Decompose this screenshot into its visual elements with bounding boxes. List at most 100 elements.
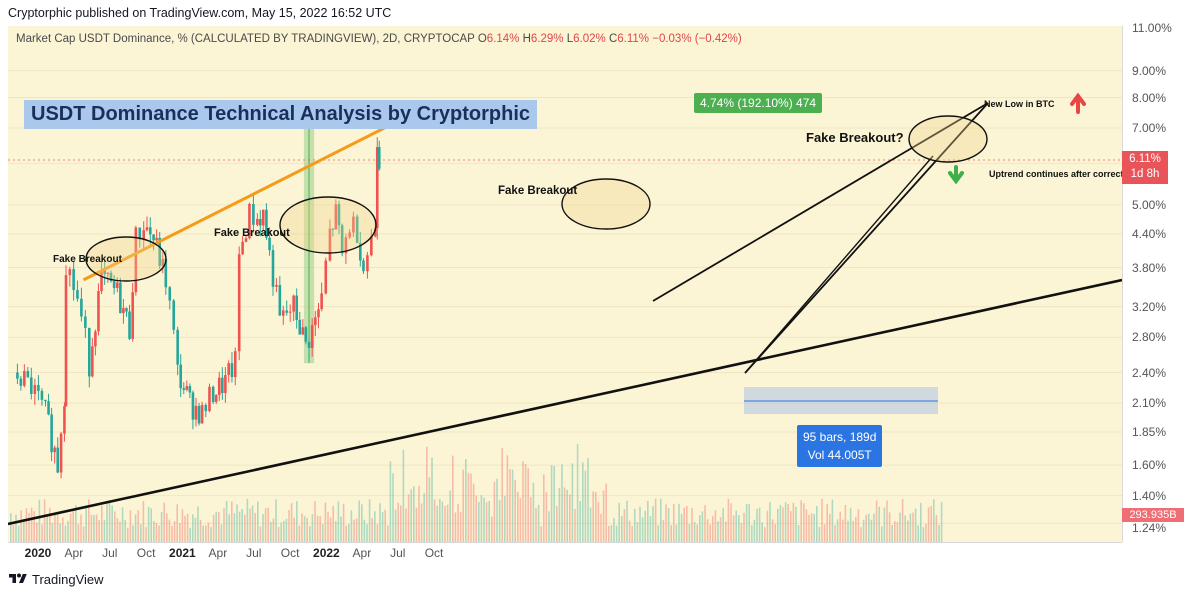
volume-bar bbox=[576, 444, 579, 542]
volume-bar bbox=[787, 504, 789, 542]
volume-bar bbox=[38, 499, 41, 542]
volume-bar bbox=[758, 507, 761, 542]
volume-bar bbox=[626, 500, 628, 542]
volume-bar bbox=[75, 505, 77, 542]
time-axis[interactable]: 2020 Apr Jul Oct 2021 Apr Jul Oct 2022 Apr Jul Oct bbox=[8, 542, 1122, 563]
candle-body bbox=[103, 269, 106, 275]
candle-body bbox=[256, 218, 259, 225]
volume-bar bbox=[457, 503, 459, 542]
price-axis[interactable]: 11.00%9.00%8.00%7.00%6.00%5.00%4.40%3.80… bbox=[1122, 21, 1200, 542]
candle-body bbox=[56, 447, 60, 473]
volume-bar bbox=[374, 511, 376, 542]
volume-bar bbox=[548, 511, 550, 542]
volume-bar bbox=[904, 515, 906, 542]
volume-bar bbox=[899, 512, 901, 542]
volume-bar bbox=[717, 521, 719, 542]
candle-body bbox=[301, 327, 305, 335]
candle-body bbox=[44, 399, 47, 402]
volume-bar bbox=[20, 510, 22, 542]
volume-bar bbox=[732, 515, 735, 542]
volume-bar bbox=[296, 501, 298, 542]
wedge-upper-line bbox=[652, 102, 989, 302]
low-label: L bbox=[566, 33, 574, 45]
volume-bar bbox=[264, 508, 267, 542]
candle-body bbox=[172, 300, 176, 330]
volume-bar bbox=[150, 508, 152, 542]
candle-body bbox=[115, 282, 119, 289]
volume-bar bbox=[49, 507, 51, 542]
measure-volume: Vol 44.005T bbox=[807, 448, 872, 462]
volume-bar bbox=[254, 512, 256, 542]
candle-body bbox=[359, 242, 362, 261]
volume-bar bbox=[631, 526, 633, 542]
volume-bar bbox=[818, 526, 821, 542]
y-tick-label: 9.00% bbox=[1132, 63, 1167, 78]
candle-body bbox=[337, 204, 341, 226]
chart-title: USDT Dominance Technical Analysis by Cry… bbox=[24, 100, 538, 129]
volume-bar bbox=[680, 513, 683, 542]
candle-body bbox=[328, 228, 332, 261]
volume-bar bbox=[506, 455, 509, 542]
volume-bar bbox=[202, 525, 204, 542]
volume-bar bbox=[332, 506, 334, 542]
volume-bar bbox=[236, 504, 238, 542]
volume-bar bbox=[816, 505, 818, 542]
volume-bar bbox=[699, 515, 701, 542]
volume-bar bbox=[571, 463, 574, 542]
volume-bar bbox=[436, 505, 438, 542]
candle-body bbox=[194, 405, 198, 420]
tradingview-logo-icon bbox=[9, 573, 27, 583]
volume-bar bbox=[725, 521, 727, 542]
volume-bar bbox=[678, 503, 680, 542]
candle-body bbox=[188, 386, 192, 393]
volume-bar bbox=[665, 504, 667, 542]
volume-bar bbox=[595, 492, 597, 542]
volume-bar bbox=[423, 492, 425, 542]
candle-body bbox=[366, 255, 369, 272]
volume-bar bbox=[46, 515, 48, 542]
candle-body bbox=[211, 386, 215, 402]
volume-bar bbox=[712, 516, 714, 542]
volume-bar bbox=[901, 499, 904, 542]
volume-bar bbox=[275, 499, 277, 542]
volume-bar bbox=[25, 508, 28, 542]
candle-body bbox=[26, 371, 30, 378]
volume-bar bbox=[584, 470, 587, 542]
y-tick-label: 1.24% bbox=[1132, 521, 1167, 535]
volume-bar bbox=[688, 523, 691, 542]
bar-countdown: 1d 8h bbox=[1130, 168, 1160, 180]
volume-bar bbox=[449, 490, 451, 542]
candle-body bbox=[268, 237, 271, 251]
volume-bar bbox=[381, 512, 384, 542]
last-price-label: 6.11% 1d 8h bbox=[1122, 151, 1168, 184]
down-arrow-icon bbox=[948, 165, 964, 185]
volume-bar bbox=[550, 465, 553, 542]
candle-body bbox=[161, 258, 165, 266]
candle-body bbox=[278, 284, 282, 316]
volume-bar bbox=[670, 525, 672, 542]
volume-bar bbox=[795, 506, 797, 542]
volume-bar bbox=[137, 510, 139, 542]
candle-body bbox=[377, 147, 381, 169]
volume-bar bbox=[751, 525, 753, 542]
volume-bar bbox=[836, 519, 839, 542]
annotation-new-low-btc: New Low in BTC bbox=[984, 99, 1055, 109]
volume-bar bbox=[857, 509, 860, 542]
volume-bar bbox=[810, 513, 813, 542]
chart-plot-area[interactable]: Market Cap USDT Dominance, % (CALCULATED… bbox=[8, 26, 1122, 542]
breakout-ellipse bbox=[561, 178, 651, 230]
candle-body bbox=[53, 447, 56, 453]
volume-bar bbox=[366, 524, 368, 542]
volume-bar bbox=[127, 527, 129, 542]
volume-bar bbox=[285, 518, 288, 542]
volume-bar bbox=[667, 508, 670, 542]
volume-bar bbox=[23, 519, 25, 542]
volume-bar bbox=[59, 523, 61, 542]
volume-bar bbox=[244, 514, 246, 542]
volume-bar bbox=[790, 511, 792, 542]
volume-bar bbox=[93, 514, 95, 542]
volume-bar bbox=[784, 502, 787, 542]
volume-bar bbox=[181, 509, 184, 542]
volume-bar bbox=[834, 525, 836, 542]
volume-bar bbox=[28, 513, 30, 542]
